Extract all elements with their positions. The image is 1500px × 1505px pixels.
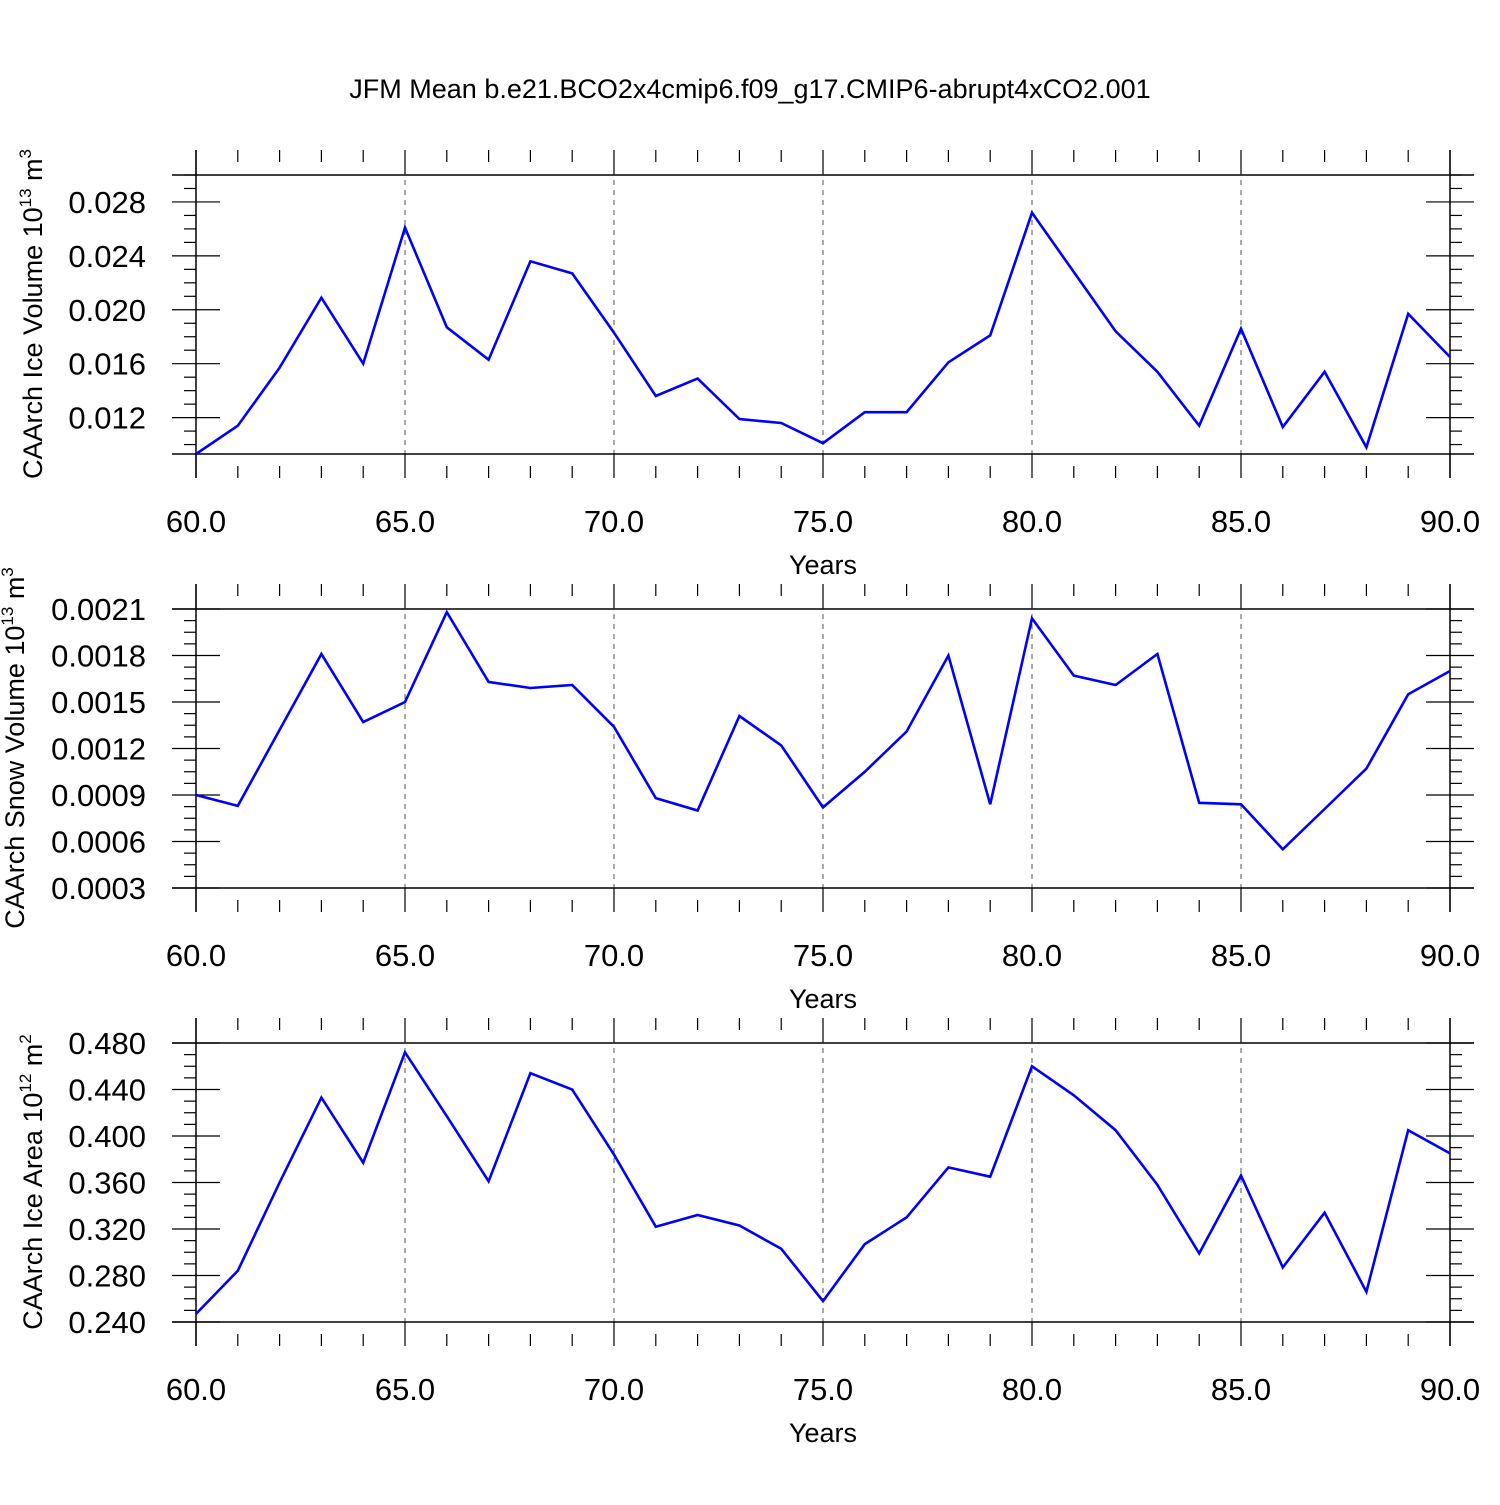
x-tick-label: 80.0 [1002, 938, 1062, 973]
y-tick-label: 0.0006 [51, 825, 146, 860]
chart-title: JFM Mean b.e21.BCO2x4cmip6.f09_g17.CMIP6… [349, 74, 1151, 104]
panel-2: 0.0003 0.0006 0.0009 0.0012 0.0015 0.0018 0.00… [0, 567, 1480, 1014]
y-tick-label: 0.320 [68, 1212, 146, 1247]
x-tick-label: 80.0 [1002, 504, 1062, 539]
y-tick-label: 0.0015 [51, 685, 146, 720]
series-line [195, 209, 1451, 456]
x-tick-label: 85.0 [1211, 504, 1271, 539]
x-tick-label: 65.0 [375, 504, 435, 539]
x-tick-label: 75.0 [793, 1372, 853, 1407]
x-tick-label: 60.0 [166, 938, 226, 973]
y-tick-label: 0.016 [68, 347, 146, 382]
x-tick-label: 60.0 [166, 1372, 226, 1407]
x-tick-label: 70.0 [584, 504, 644, 539]
y-tick-label: 0.480 [68, 1026, 146, 1061]
x-tick-label: 70.0 [584, 1372, 644, 1407]
x-axis-label: Years [789, 550, 857, 580]
y-axis-label: CAArch Ice Volume 1013 m3 [16, 149, 48, 479]
x-tick-label: 70.0 [584, 938, 644, 973]
series-line [195, 1049, 1451, 1315]
x-tick-label: 75.0 [793, 938, 853, 973]
x-tick-label: 90.0 [1420, 504, 1480, 539]
y-tick-label: 0.0003 [51, 871, 146, 906]
y-tick-label: 0.024 [68, 239, 146, 274]
x-tick-label: 75.0 [793, 504, 853, 539]
panel-1: 0.012 0.016 0.020 0.024 0.028 60.0 65.0 70.0 75.… [16, 149, 1480, 580]
y-tick-label: 0.0021 [51, 592, 146, 627]
x-tick-label: 80.0 [1002, 1372, 1062, 1407]
panel-3: 0.240 0.280 0.320 0.360 0.400 0.440 0.480 60.0 6… [16, 1018, 1480, 1448]
x-tick-label: 65.0 [375, 938, 435, 973]
y-axis-label: CAArch Snow Volume 1013 m3 [0, 567, 30, 929]
y-tick-label: 0.028 [68, 185, 146, 220]
x-axis-label: Years [789, 1418, 857, 1448]
y-tick-label: 0.020 [68, 293, 146, 328]
x-tick-label: 90.0 [1420, 1372, 1480, 1407]
series-line [195, 609, 1451, 852]
x-axis-label: Years [789, 984, 857, 1014]
x-tick-label: 60.0 [166, 504, 226, 539]
y-tick-label: 0.440 [68, 1073, 146, 1108]
y-axis-label: CAArch Ice Area 1012 m2 [16, 1034, 48, 1330]
y-tick-label: 0.012 [68, 401, 146, 436]
y-tick-label: 0.400 [68, 1119, 146, 1154]
y-tick-label: 0.240 [68, 1305, 146, 1340]
y-tick-label: 0.0018 [51, 639, 146, 674]
x-tick-label: 65.0 [375, 1372, 435, 1407]
y-tick-label: 0.280 [68, 1259, 146, 1294]
y-tick-label: 0.0012 [51, 732, 146, 767]
x-tick-label: 85.0 [1211, 938, 1271, 973]
x-tick-label: 85.0 [1211, 1372, 1271, 1407]
x-tick-label: 90.0 [1420, 938, 1480, 973]
y-tick-label: 0.0009 [51, 778, 146, 813]
y-tick-label: 0.360 [68, 1166, 146, 1201]
